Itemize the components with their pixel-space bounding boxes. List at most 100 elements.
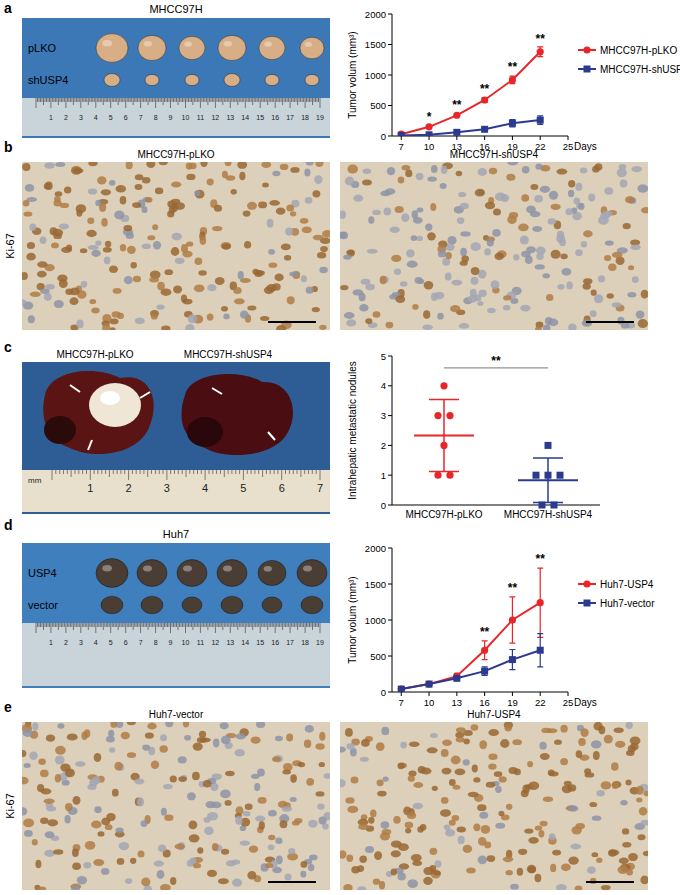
y-tick [388, 14, 392, 15]
sd-bar [429, 400, 459, 472]
y-tick-label: 2000 [365, 543, 386, 554]
row-label: shUSP4 [28, 74, 68, 86]
ruler-label: 5 [109, 114, 113, 121]
nucleus [598, 275, 605, 282]
nucleus [488, 729, 499, 736]
nucleus [254, 270, 262, 277]
nucleus [192, 772, 200, 781]
nucleus [518, 849, 527, 855]
point [398, 686, 405, 692]
nucleus [631, 245, 641, 251]
tumor [259, 36, 285, 59]
tumor [145, 74, 159, 85]
nucleus [423, 867, 433, 875]
plot-area [398, 47, 544, 136]
nucleus [368, 216, 374, 224]
point [537, 117, 544, 124]
nucleus [22, 777, 29, 785]
nucleus [247, 202, 257, 210]
significance: ** [508, 581, 518, 595]
nucleus [530, 211, 541, 217]
significance: ** [480, 82, 490, 96]
x-tick [512, 692, 513, 696]
nucleus [510, 884, 519, 890]
nucleus [604, 735, 613, 744]
significance: ** [536, 32, 546, 46]
point [509, 120, 516, 127]
nucleus [215, 277, 225, 285]
ruler-label: 10 [182, 114, 190, 121]
nucleus [165, 269, 174, 275]
nucleus [440, 809, 451, 817]
nucleus [186, 174, 195, 180]
nucleus [639, 807, 648, 816]
nucleus [309, 855, 318, 861]
nucleus [536, 253, 543, 260]
nucleus [286, 734, 293, 742]
nucleus [225, 800, 232, 806]
nucleus [285, 228, 293, 236]
nucleus [319, 732, 325, 741]
nucleus [282, 770, 291, 775]
nucleus [594, 722, 603, 731]
nucleus [475, 189, 485, 197]
nucleus [377, 779, 384, 786]
ruler-label: 11 [197, 639, 204, 646]
nucleus [477, 301, 483, 306]
nucleus [91, 250, 100, 257]
nucleus [308, 820, 318, 828]
nucleus [612, 302, 622, 307]
panel-label: e [4, 699, 12, 715]
significance: ** [508, 60, 518, 74]
legend-marker [583, 580, 590, 587]
nucleus [45, 831, 55, 838]
nucleus [353, 195, 363, 202]
nucleus [147, 723, 157, 730]
nucleus [340, 779, 346, 787]
nucleus [73, 796, 81, 805]
nucleus [26, 253, 36, 261]
nucleus [340, 285, 348, 290]
nucleus [471, 267, 480, 275]
nucleus [620, 180, 628, 188]
nucleus [549, 833, 556, 840]
nucleus [626, 722, 633, 729]
nucleus [451, 280, 462, 286]
tumor-photo: USP4vector [22, 543, 330, 688]
nucleus [543, 797, 553, 802]
nucleus [269, 263, 278, 268]
photo-title: Huh7 [163, 528, 189, 540]
nucleus [358, 824, 369, 830]
nucleus [110, 722, 117, 728]
nucleus [235, 749, 245, 757]
x-tick-label: 25 [563, 141, 574, 152]
arrow [140, 392, 150, 398]
nucleus [452, 815, 460, 821]
nucleus [575, 249, 583, 256]
nucleus [40, 770, 49, 778]
nucleus [568, 323, 577, 330]
nucleus [55, 774, 61, 783]
error-bar [482, 667, 488, 676]
nucleus [198, 270, 206, 275]
nucleus [612, 252, 623, 258]
nucleus [580, 168, 587, 174]
ruler-label: 10 [182, 639, 190, 646]
nucleus [450, 305, 460, 312]
nucleus [135, 318, 145, 325]
point [557, 472, 564, 479]
y-tick-label: 5 [381, 351, 386, 362]
nucleus [373, 879, 380, 885]
nucleus [513, 254, 519, 261]
nucleus [290, 797, 297, 802]
x-tick-label: 7 [399, 697, 404, 708]
tumor-highlight [183, 566, 192, 572]
nucleus [319, 817, 327, 825]
nucleus [548, 319, 558, 327]
y-tick [388, 475, 392, 476]
nucleus [491, 280, 500, 289]
nucleus [40, 289, 49, 294]
point [509, 656, 516, 663]
nucleus [359, 856, 367, 863]
nucleus [500, 194, 509, 202]
